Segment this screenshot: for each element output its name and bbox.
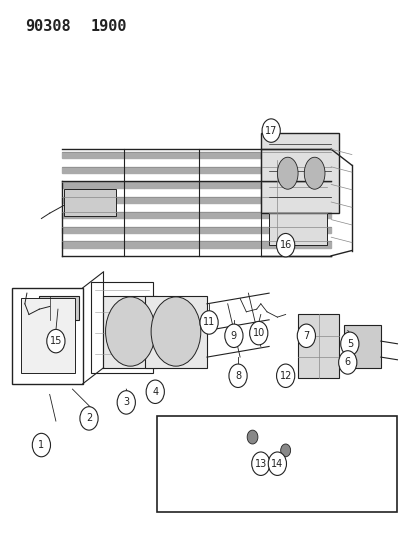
Text: 2: 2 [85,414,92,423]
Text: 14: 14 [271,459,283,469]
Polygon shape [12,288,83,384]
Polygon shape [343,325,380,368]
Polygon shape [39,296,78,320]
Ellipse shape [151,297,200,366]
Text: 90308: 90308 [25,19,70,34]
Text: 12: 12 [279,371,291,381]
Circle shape [146,380,164,403]
Text: 8: 8 [235,371,240,381]
Polygon shape [62,241,330,248]
Text: 6: 6 [344,358,350,367]
Polygon shape [62,152,330,158]
Polygon shape [103,296,157,368]
Text: 4: 4 [152,387,158,397]
Polygon shape [64,189,116,216]
Circle shape [276,233,294,257]
Circle shape [276,364,294,387]
Circle shape [261,119,280,142]
Circle shape [199,311,218,334]
Text: 1900: 1900 [91,19,127,34]
Polygon shape [260,133,339,213]
Circle shape [249,321,267,345]
Polygon shape [62,182,330,188]
Polygon shape [62,212,330,218]
Circle shape [338,351,356,374]
Circle shape [297,324,315,348]
Text: 15: 15 [50,336,62,346]
Polygon shape [21,298,74,373]
Polygon shape [268,160,326,245]
Circle shape [340,332,358,356]
Polygon shape [145,296,206,368]
Text: 10: 10 [252,328,264,338]
Polygon shape [91,282,153,373]
Text: 5: 5 [346,339,352,349]
Ellipse shape [105,297,155,366]
Text: 7: 7 [302,331,309,341]
Circle shape [47,329,65,353]
Circle shape [268,452,286,475]
Text: 16: 16 [279,240,291,250]
Text: 17: 17 [264,126,277,135]
Polygon shape [62,227,330,233]
Circle shape [247,430,257,444]
Circle shape [32,433,50,457]
Polygon shape [62,197,330,203]
Circle shape [224,324,242,348]
Circle shape [280,444,290,457]
Text: 9: 9 [230,331,236,341]
Ellipse shape [304,157,324,189]
Text: 3: 3 [123,398,129,407]
Circle shape [80,407,98,430]
Circle shape [251,452,269,475]
Polygon shape [297,314,339,378]
Text: 13: 13 [254,459,266,469]
Circle shape [117,391,135,414]
Bar [157,416,396,512]
Text: 11: 11 [202,318,215,327]
Ellipse shape [277,157,297,189]
Circle shape [228,364,247,387]
Polygon shape [62,167,330,173]
Text: 1: 1 [38,440,44,450]
